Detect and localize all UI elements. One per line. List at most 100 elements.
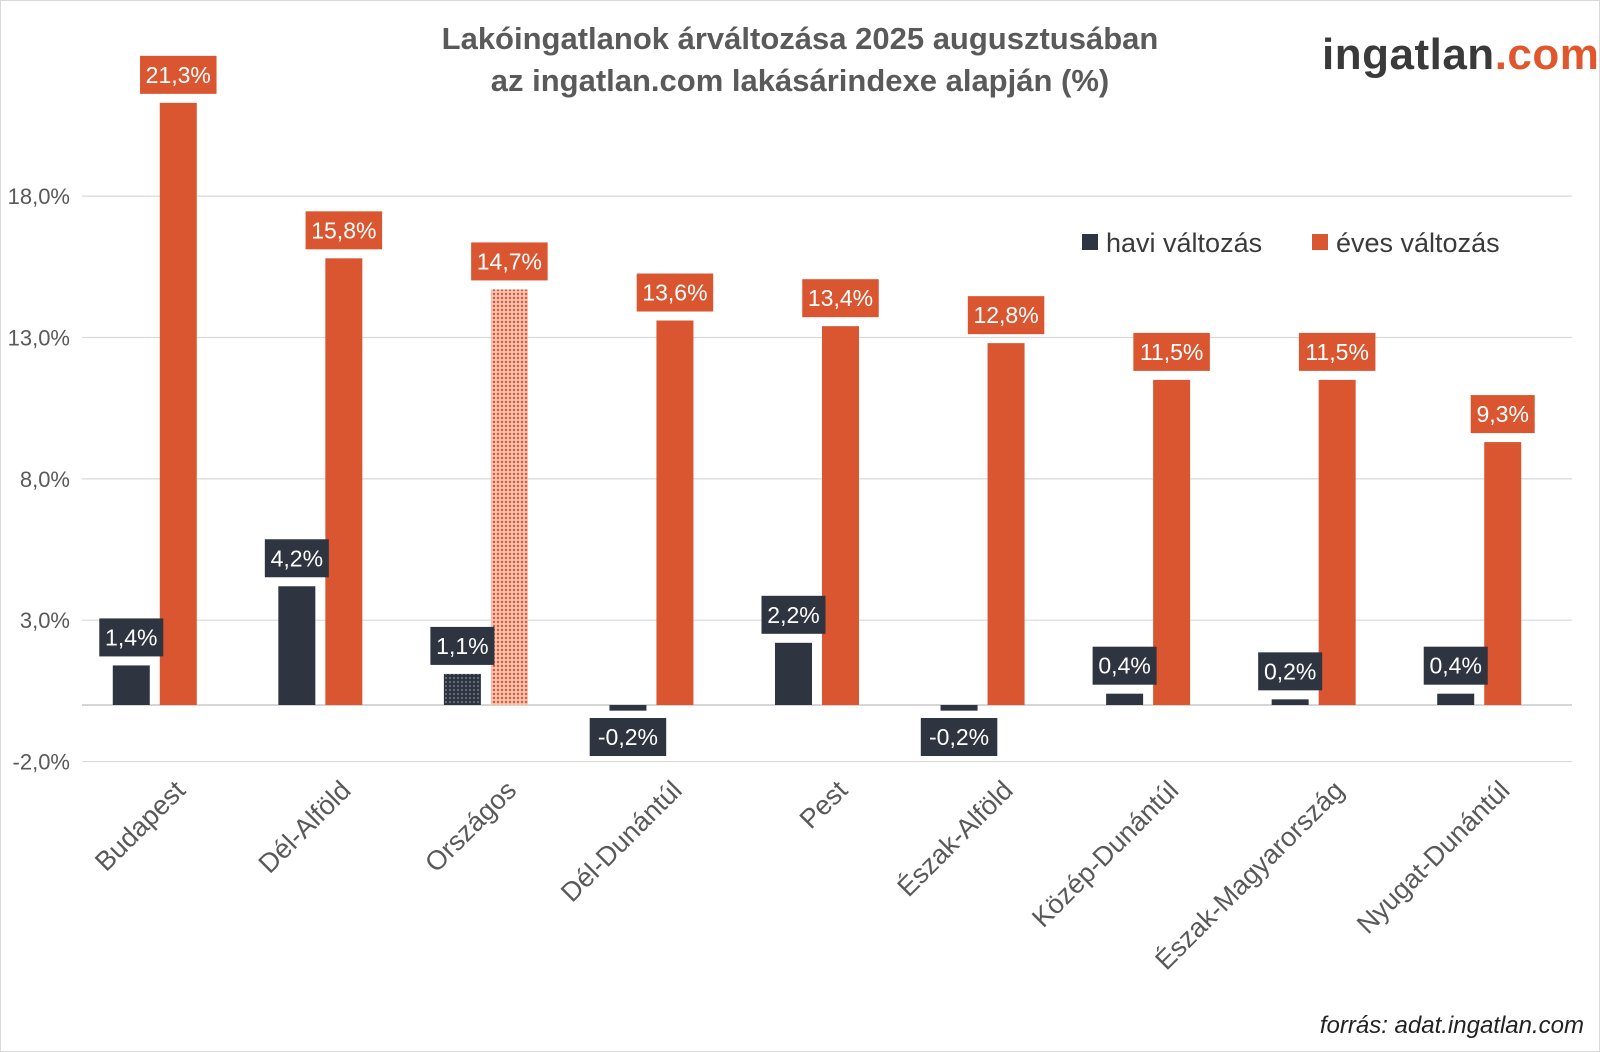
data-label-box — [1258, 652, 1323, 691]
data-label: 13,6% — [636, 273, 714, 312]
data-label-text: -0,2% — [929, 724, 989, 750]
data-label: -0,2% — [589, 718, 667, 756]
data-label: 0,2% — [1258, 652, 1323, 691]
data-label-text: 21,3% — [146, 62, 211, 88]
data-label-box — [636, 273, 714, 312]
data-label-box — [1092, 646, 1157, 685]
legend-swatch — [1082, 234, 1098, 250]
bar-havi-4 — [775, 642, 812, 705]
bar-havi-1 — [278, 586, 316, 705]
data-label-box — [967, 296, 1045, 335]
chart-title-line2: az ingatlan.com lakásárindexe alapján (%… — [490, 63, 1110, 98]
data-label: 2,2% — [761, 595, 826, 634]
data-label-box — [802, 279, 879, 318]
data-label-text: 15,8% — [311, 217, 376, 243]
bar-havi-5 — [940, 705, 978, 711]
source-note: forrás: adat.ingatlan.com — [1319, 1012, 1584, 1039]
logo-main: ingatlan — [1322, 30, 1495, 79]
data-label-box — [1133, 332, 1210, 371]
bar-havi-8 — [1437, 693, 1475, 705]
y-tick-label: 18,0% — [8, 184, 70, 209]
y-tick-label: 13,0% — [8, 325, 70, 350]
x-tick-label: Dél-Alföld — [253, 775, 357, 879]
data-label-box — [99, 618, 164, 657]
bar-havi-3 — [609, 705, 647, 711]
data-label: 4,2% — [264, 539, 329, 578]
data-label-text: 2,2% — [767, 602, 819, 628]
bar-eves-3 — [656, 320, 694, 705]
bar-eves-4 — [822, 326, 859, 705]
bar-eves-5 — [987, 343, 1025, 705]
bar-eves-2 — [490, 289, 528, 705]
bar-eves-7 — [1318, 379, 1356, 705]
x-tick-label: Budapest — [89, 775, 191, 877]
x-tick-label: Országos — [419, 775, 522, 878]
x-tick-label: Nyugat-Dunántúl — [1351, 775, 1515, 939]
x-tick-label: Dél-Dunántúl — [555, 775, 688, 908]
data-label: -0,2% — [920, 718, 998, 756]
bar-havi-2 — [443, 673, 481, 705]
data-label-box — [1298, 332, 1376, 371]
x-axis-labels: Budapest Dél-Alföld Országos Dél-Dunántúl Pe… — [89, 775, 1515, 976]
data-label: 12,8% — [967, 296, 1045, 335]
y-tick-label: 3,0% — [20, 608, 70, 633]
data-label-text: 0,2% — [1264, 658, 1316, 684]
data-label: 1,1% — [430, 626, 495, 665]
data-label-box — [1470, 395, 1535, 434]
data-label-box — [1423, 646, 1488, 685]
legend-label: éves változás — [1336, 228, 1500, 258]
data-label: 9,3% — [1470, 395, 1535, 434]
data-label-text: 4,2% — [271, 545, 323, 571]
data-label: 1,4% — [99, 618, 164, 657]
chart-title: Lakóingatlanok árváltozása 2025 augusztu… — [300, 18, 1300, 102]
x-tick-label: Észak-Alföld — [891, 775, 1018, 902]
data-label-text: 11,5% — [1140, 339, 1204, 365]
data-label-text: 9,3% — [1477, 401, 1529, 427]
legend: havi változás éves változás — [1082, 228, 1500, 258]
data-label-box — [430, 626, 495, 665]
data-label-box — [140, 55, 217, 94]
bars — [112, 102, 1522, 711]
data-label: 14,7% — [471, 242, 548, 281]
bar-havi-7 — [1271, 699, 1309, 705]
bar-havi-0 — [112, 665, 150, 705]
data-label-text: 14,7% — [477, 248, 542, 274]
logo-suffix: .com — [1494, 30, 1600, 79]
data-label-text: 13,4% — [808, 285, 873, 311]
y-tick-label: -2,0% — [13, 750, 70, 775]
data-label-text: 0,4% — [1098, 653, 1150, 679]
data-label: 0,4% — [1423, 646, 1488, 685]
bar-eves-6 — [1153, 379, 1191, 705]
data-label: 15,8% — [305, 211, 383, 250]
data-label-text: 12,8% — [973, 302, 1038, 328]
bar-eves-8 — [1484, 442, 1522, 705]
bar-eves-0 — [159, 102, 197, 705]
data-label-text: 11,5% — [1305, 339, 1369, 365]
data-label: 0,4% — [1092, 646, 1157, 685]
data-labels: 1,4% 21,3% 4,2% 15,8% 1,1% 14,7% -0,2% 13,6% 2,2… — [99, 55, 1535, 756]
data-label-box — [471, 242, 548, 281]
legend-item: havi változás — [1082, 228, 1262, 258]
data-label: 11,5% — [1298, 332, 1376, 371]
data-label-box — [589, 718, 667, 756]
data-label: 13,4% — [802, 279, 879, 318]
chart-title-line1: Lakóingatlanok árváltozása 2025 augusztu… — [441, 21, 1159, 56]
bar-eves-1 — [325, 258, 363, 705]
data-label-text: 1,4% — [105, 624, 157, 650]
data-label-text: -0,2% — [598, 724, 658, 750]
data-label-text: 13,6% — [642, 280, 707, 306]
data-label: 11,5% — [1133, 332, 1210, 371]
data-label-box — [761, 595, 826, 634]
x-tick-label: Észak-Magyarország — [1149, 775, 1350, 976]
x-tick-label: Pest — [794, 775, 854, 835]
data-label-box — [920, 718, 998, 756]
data-label-text: 0,4% — [1430, 653, 1482, 679]
x-tick-label: Közép-Dunántúl — [1026, 775, 1184, 933]
brand-logo: ingatlan.com — [1322, 30, 1599, 80]
data-label-box — [305, 211, 383, 250]
data-label: 21,3% — [140, 55, 217, 94]
legend-swatch — [1312, 234, 1328, 250]
y-tick-label: 8,0% — [20, 467, 70, 492]
legend-item: éves változás — [1312, 228, 1500, 258]
